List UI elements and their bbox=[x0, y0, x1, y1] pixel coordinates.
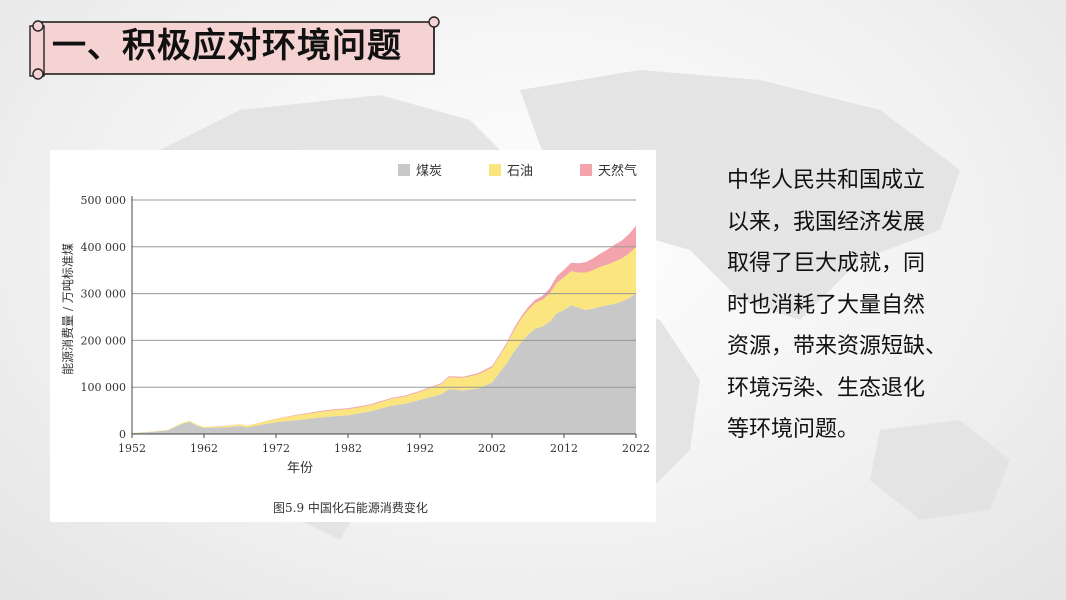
x-tick-label: 1962 bbox=[190, 442, 218, 455]
slide-title: 一、积极应对环境问题 bbox=[52, 26, 402, 66]
slide-body-text: 中华人民共和国成立 以来，我国经济发展 取得了巨大成就，同 时也消耗了大量自然 资源，带… bbox=[727, 160, 967, 451]
y-tick-label: 300 000 bbox=[81, 288, 127, 301]
y-tick-label: 400 000 bbox=[81, 241, 127, 254]
chart-caption: 图5.9 中国化石能源消费变化 bbox=[273, 500, 428, 515]
title-scroll-banner bbox=[29, 16, 440, 80]
chart-card: 0 100 000 200 000 300 000 400 000 500 000 1952… bbox=[50, 150, 656, 522]
x-tick-label: 2012 bbox=[550, 442, 578, 455]
legend-swatch-gas bbox=[580, 164, 592, 176]
energy-consumption-chart: 0 100 000 200 000 300 000 400 000 500 000 1952… bbox=[61, 163, 650, 515]
legend-label-gas: 天然气 bbox=[598, 163, 637, 179]
y-tick-label: 500 000 bbox=[81, 194, 127, 207]
x-tick-label: 1982 bbox=[334, 442, 362, 455]
body-text-line: 中华人民共和国成立 bbox=[727, 168, 926, 193]
legend-label-oil: 石油 bbox=[507, 164, 533, 179]
x-axis-title: 年份 bbox=[287, 461, 313, 476]
y-tick-label: 0 bbox=[119, 428, 126, 441]
body-text-line: 环境污染、生态退化 bbox=[727, 375, 926, 401]
x-tick-label: 2002 bbox=[478, 442, 506, 455]
body-text-line: 时也消耗了大量自然 bbox=[727, 292, 926, 318]
body-text-line: 以来，我国经济发展 bbox=[727, 209, 926, 235]
y-axis-title: 能源消费量 / 万吨标准煤 bbox=[61, 243, 75, 375]
legend-swatch-oil bbox=[489, 164, 501, 176]
body-text-line: 取得了巨大成就，同 bbox=[727, 251, 926, 276]
x-tick-label: 1992 bbox=[406, 442, 434, 455]
legend-swatch-coal bbox=[398, 164, 410, 176]
y-tick-label: 100 000 bbox=[81, 381, 127, 394]
x-tick-label: 1952 bbox=[118, 442, 146, 455]
area-series-coal bbox=[132, 293, 636, 434]
legend-label-coal: 煤炭 bbox=[416, 164, 442, 179]
x-tick-label: 2022 bbox=[622, 442, 650, 455]
x-tick-label: 1972 bbox=[262, 442, 290, 455]
y-tick-label: 200 000 bbox=[81, 334, 127, 347]
body-text-line: 资源，带来资源短缺、 bbox=[727, 334, 948, 359]
body-text-line: 等环境问题。 bbox=[727, 417, 860, 442]
